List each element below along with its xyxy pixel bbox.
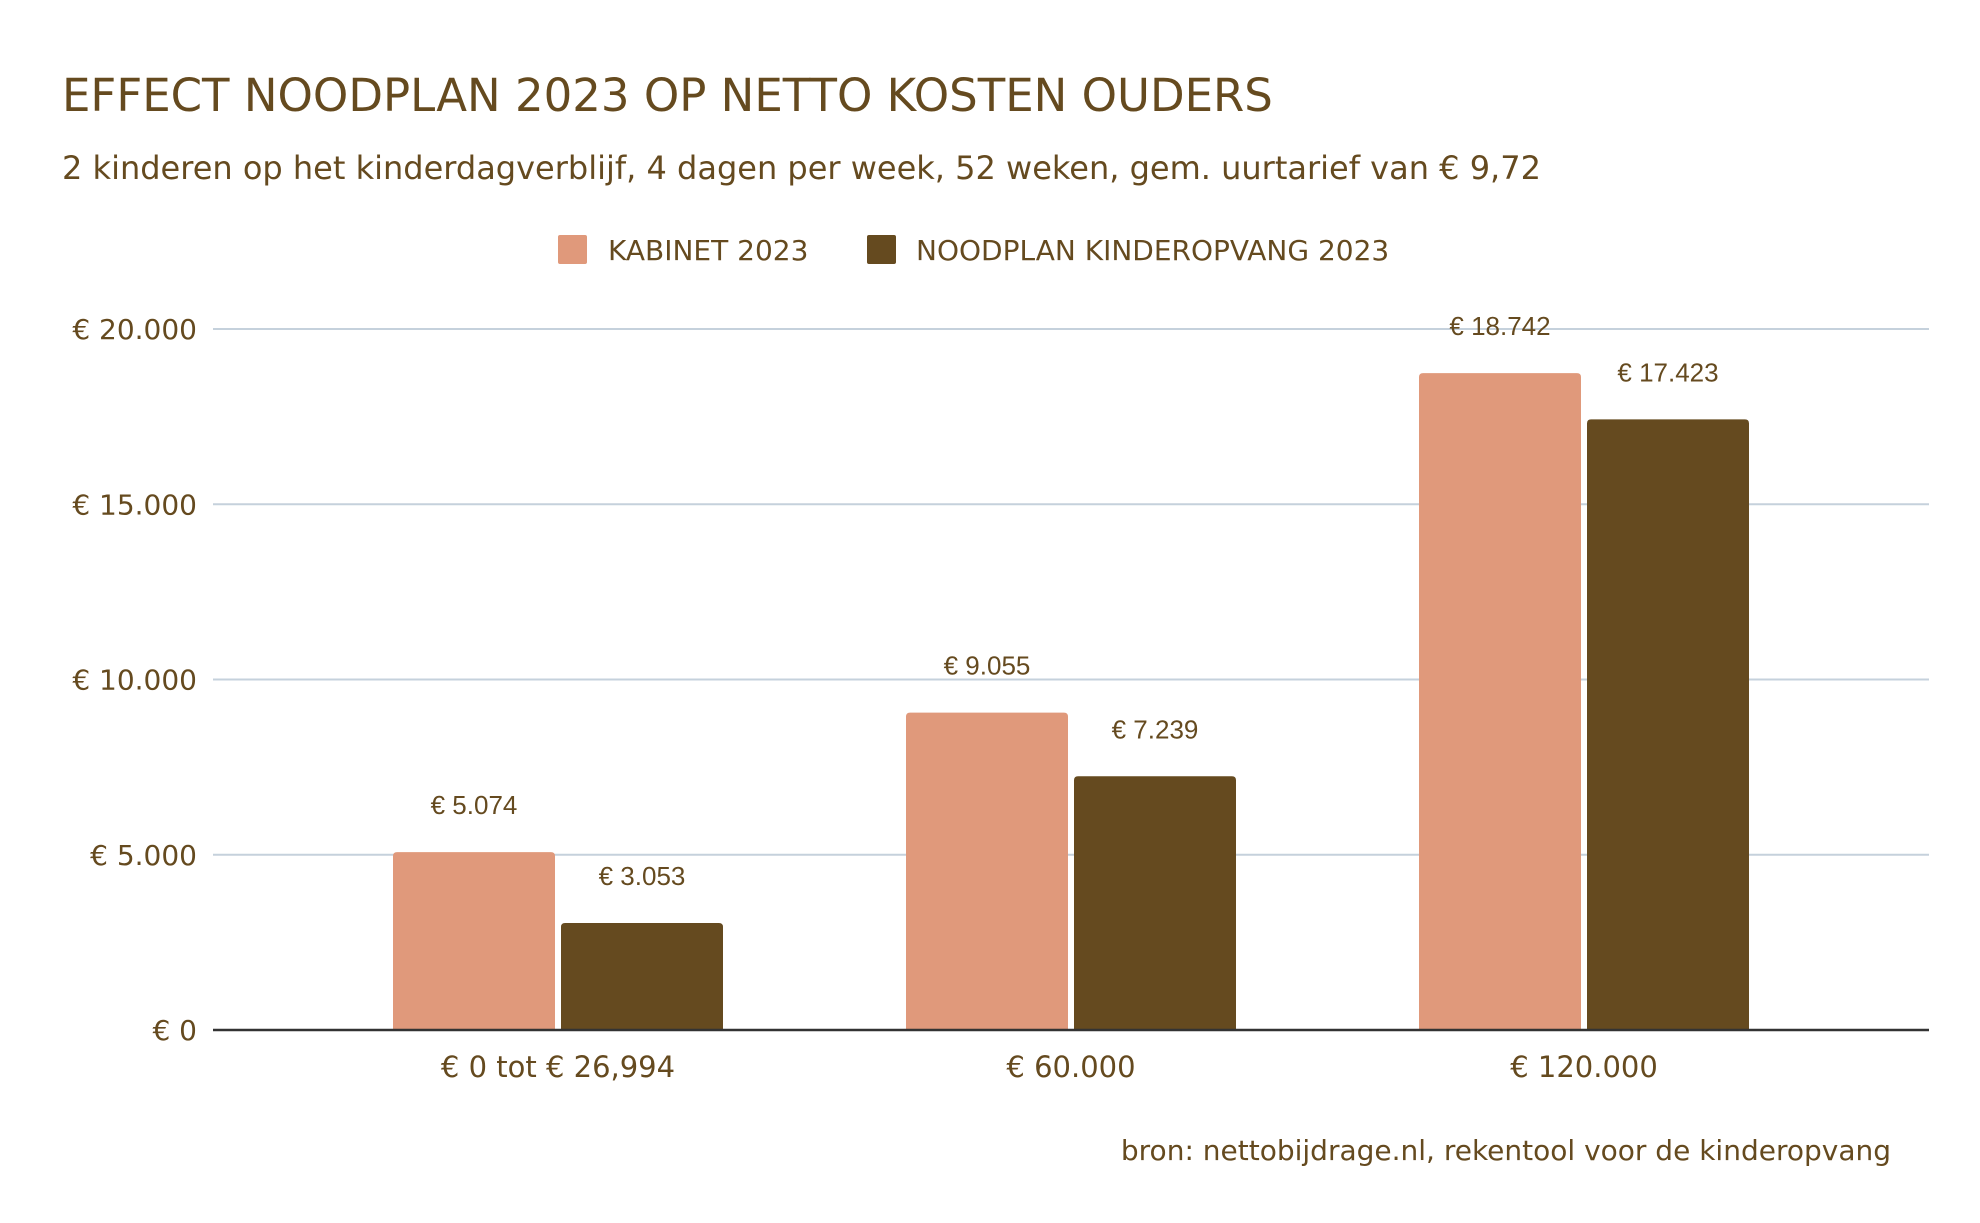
data-label: € 7.239 bbox=[1112, 714, 1199, 744]
legend: KABINET 2023 NOODPLAN KINDEROPVANG 2023 bbox=[558, 234, 1389, 267]
bar-noodplan bbox=[1587, 419, 1749, 1030]
bar-kabinet bbox=[393, 852, 555, 1030]
data-label: € 9.055 bbox=[944, 651, 1031, 681]
chart-title: EFFECT NOODPLAN 2023 OP NETTO KOSTEN OUD… bbox=[62, 69, 1273, 122]
source-note: bron: nettobijdrage.nl, rekentool voor d… bbox=[1121, 1134, 1891, 1167]
data-label: € 17.423 bbox=[1617, 357, 1718, 387]
bar-kabinet bbox=[906, 712, 1068, 1030]
data-label: € 3.053 bbox=[599, 861, 686, 891]
y-tick-label: € 0 bbox=[152, 1014, 197, 1047]
data-label: € 18.742 bbox=[1449, 311, 1550, 341]
x-tick-label: € 60.000 bbox=[1006, 1050, 1135, 1084]
data-label: € 5.074 bbox=[431, 790, 518, 820]
legend-swatch-kabinet bbox=[558, 235, 587, 264]
y-tick-label: € 5.000 bbox=[90, 839, 197, 872]
legend-label-kabinet: KABINET 2023 bbox=[608, 234, 808, 267]
bar-kabinet bbox=[1419, 373, 1581, 1030]
x-tick-label: € 120.000 bbox=[1510, 1050, 1658, 1084]
y-tick-label: € 15.000 bbox=[72, 488, 197, 521]
chart-subtitle: 2 kinderen op het kinderdagverblijf, 4 d… bbox=[62, 149, 1541, 187]
x-tick-label: € 0 tot € 26,994 bbox=[441, 1050, 675, 1084]
bar-noodplan bbox=[561, 922, 723, 1030]
y-tick-label: € 10.000 bbox=[72, 664, 197, 697]
y-tick-label: € 20.000 bbox=[72, 313, 197, 346]
legend-swatch-noodplan bbox=[867, 235, 896, 264]
bar-noodplan bbox=[1074, 776, 1236, 1030]
legend-label-noodplan: NOODPLAN KINDEROPVANG 2023 bbox=[916, 234, 1389, 267]
